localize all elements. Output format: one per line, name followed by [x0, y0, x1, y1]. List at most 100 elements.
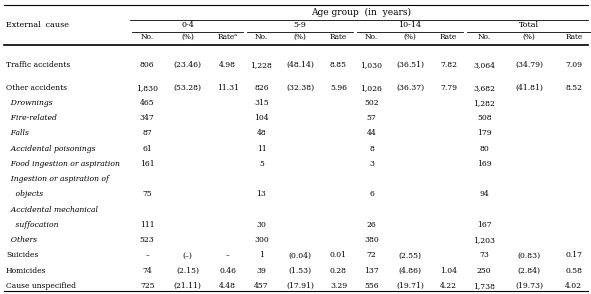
Text: 44: 44	[366, 129, 376, 138]
Text: Fire-related: Fire-related	[6, 114, 57, 122]
Text: 7.82: 7.82	[440, 61, 457, 69]
Text: 523: 523	[140, 236, 155, 244]
Text: Traffic accidents: Traffic accidents	[6, 61, 70, 69]
Text: 48: 48	[256, 129, 267, 138]
Text: Drownings: Drownings	[6, 99, 53, 107]
Text: 826: 826	[254, 84, 269, 92]
Text: 8: 8	[369, 145, 374, 153]
Text: 250: 250	[477, 267, 492, 275]
Text: (41.81): (41.81)	[515, 84, 543, 92]
Text: Cause unspecified: Cause unspecified	[6, 282, 76, 290]
Text: (1.53): (1.53)	[288, 267, 311, 275]
Text: 169: 169	[477, 160, 492, 168]
Text: 4.02: 4.02	[566, 282, 582, 290]
Text: 502: 502	[364, 99, 379, 107]
Text: Rateᵃ: Rateᵃ	[217, 33, 238, 41]
Text: 1,030: 1,030	[361, 61, 382, 69]
Text: 1.04: 1.04	[440, 267, 457, 275]
Text: 556: 556	[364, 282, 379, 290]
Text: 74: 74	[142, 267, 152, 275]
Text: 8.52: 8.52	[566, 84, 582, 92]
Text: 725: 725	[140, 282, 155, 290]
Text: 806: 806	[140, 61, 155, 69]
Text: 300: 300	[254, 236, 269, 244]
Text: 1: 1	[259, 251, 264, 260]
Text: 73: 73	[479, 251, 489, 260]
Text: Accidental poisonings: Accidental poisonings	[6, 145, 96, 153]
Text: 1,738: 1,738	[473, 282, 495, 290]
Text: Other accidents: Other accidents	[6, 84, 67, 92]
Text: 1,282: 1,282	[473, 99, 495, 107]
Text: No.: No.	[141, 33, 154, 41]
Text: No.: No.	[365, 33, 378, 41]
Text: 13: 13	[256, 191, 267, 198]
Text: 26: 26	[366, 221, 376, 229]
Text: 0.17: 0.17	[566, 251, 582, 260]
Text: 4.98: 4.98	[219, 61, 236, 69]
Text: 167: 167	[477, 221, 492, 229]
Text: –: –	[226, 251, 230, 260]
Text: 39: 39	[256, 267, 267, 275]
Text: (%): (%)	[294, 33, 307, 41]
Text: External  cause: External cause	[6, 21, 69, 29]
Text: 4.22: 4.22	[440, 282, 457, 290]
Text: 0.46: 0.46	[219, 267, 236, 275]
Text: (–): (–)	[183, 251, 193, 260]
Text: Falls: Falls	[6, 129, 29, 138]
Text: objects: objects	[6, 191, 43, 198]
Text: (34.79): (34.79)	[515, 61, 543, 69]
Text: 75: 75	[142, 191, 152, 198]
Text: (2.15): (2.15)	[176, 267, 199, 275]
Text: 0.28: 0.28	[330, 267, 347, 275]
Text: 104: 104	[254, 114, 269, 122]
Text: (53.28): (53.28)	[174, 84, 202, 92]
Text: 3,064: 3,064	[473, 61, 495, 69]
Text: Age group  (in  years): Age group (in years)	[311, 7, 411, 16]
Text: (32.38): (32.38)	[286, 84, 314, 92]
Text: 5: 5	[259, 160, 264, 168]
Text: 7.79: 7.79	[440, 84, 457, 92]
Text: 57: 57	[366, 114, 376, 122]
Text: (4.86): (4.86)	[398, 267, 421, 275]
Text: 4.48: 4.48	[219, 282, 236, 290]
Text: (36.37): (36.37)	[396, 84, 424, 92]
Text: Food ingestion or aspiration: Food ingestion or aspiration	[6, 160, 120, 168]
Text: 137: 137	[364, 267, 379, 275]
Text: (19.73): (19.73)	[515, 282, 543, 290]
Text: 457: 457	[254, 282, 269, 290]
Text: 0.58: 0.58	[566, 267, 582, 275]
Text: 5-9: 5-9	[294, 21, 307, 29]
Text: 1,830: 1,830	[137, 84, 158, 92]
Text: 8.85: 8.85	[330, 61, 347, 69]
Text: (48.14): (48.14)	[286, 61, 314, 69]
Text: 61: 61	[142, 145, 152, 153]
Text: 6: 6	[369, 191, 374, 198]
Text: 5.96: 5.96	[330, 84, 347, 92]
Text: 80: 80	[479, 145, 489, 153]
Text: Rate: Rate	[565, 33, 582, 41]
Text: Suicides: Suicides	[6, 251, 38, 260]
Text: Ingestion or aspiration of: Ingestion or aspiration of	[6, 175, 109, 183]
Text: Others: Others	[6, 236, 37, 244]
Text: (%): (%)	[522, 33, 535, 41]
Text: 7.09: 7.09	[566, 61, 582, 69]
Text: 380: 380	[364, 236, 379, 244]
Text: Accidental mechanical: Accidental mechanical	[6, 206, 98, 214]
Text: 3.29: 3.29	[330, 282, 347, 290]
Text: 3,682: 3,682	[473, 84, 495, 92]
Text: –: –	[145, 251, 149, 260]
Text: (36.51): (36.51)	[396, 61, 424, 69]
Text: (19.71): (19.71)	[396, 282, 424, 290]
Text: (2.84): (2.84)	[518, 267, 541, 275]
Text: (%): (%)	[181, 33, 194, 41]
Text: (0.83): (0.83)	[518, 251, 541, 260]
Text: Rate: Rate	[330, 33, 347, 41]
Text: 1,026: 1,026	[361, 84, 382, 92]
Text: 30: 30	[256, 221, 267, 229]
Text: 11: 11	[256, 145, 267, 153]
Text: No.: No.	[478, 33, 491, 41]
Text: 508: 508	[477, 114, 492, 122]
Text: (%): (%)	[404, 33, 417, 41]
Text: 3: 3	[369, 160, 374, 168]
Text: No.: No.	[255, 33, 268, 41]
